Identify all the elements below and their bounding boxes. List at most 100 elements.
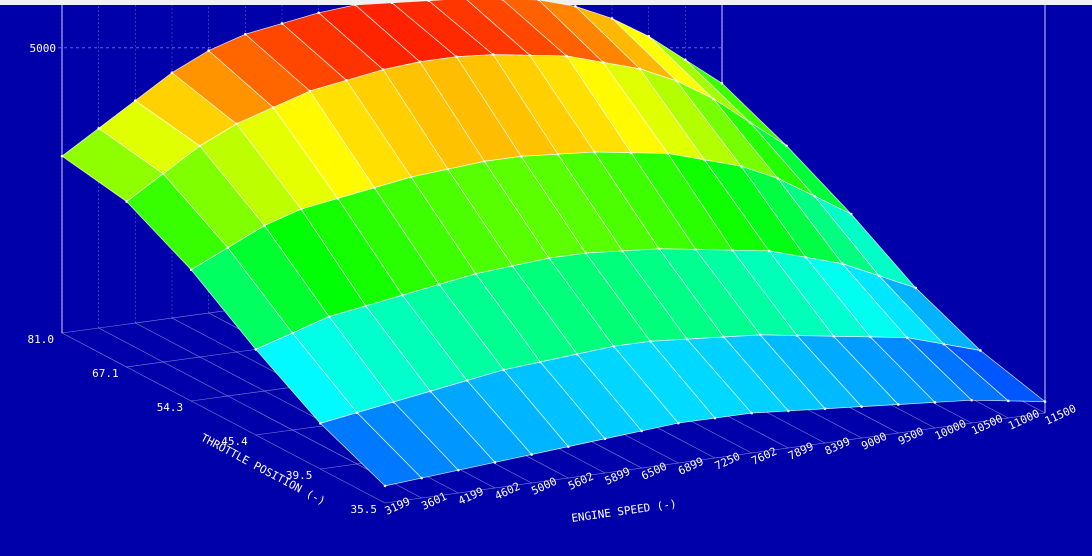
- surface-point: [170, 71, 174, 75]
- surface-point: [373, 186, 376, 190]
- surface-point: [364, 304, 368, 308]
- surface-point: [610, 17, 614, 20]
- y-tick-label: 35.5: [351, 503, 378, 516]
- surface-point: [767, 249, 771, 253]
- surface-point: [584, 251, 588, 255]
- z-tick-label: 5000: [30, 42, 57, 55]
- surface-point: [336, 197, 340, 200]
- surface-point: [1043, 400, 1047, 403]
- surface-point: [317, 11, 320, 15]
- surface-point: [675, 79, 678, 83]
- surface-point: [869, 335, 872, 339]
- surface-point: [354, 3, 357, 7]
- surface-point: [491, 53, 495, 56]
- surface-point: [457, 468, 460, 472]
- surface-point: [684, 58, 687, 62]
- surface-point: [841, 262, 844, 266]
- surface-point: [795, 334, 799, 337]
- surface-point: [483, 160, 486, 163]
- surface-point: [446, 167, 450, 171]
- surface-point: [519, 155, 523, 158]
- surface-point: [254, 348, 258, 351]
- surface-point: [832, 334, 836, 338]
- surface-point: [189, 268, 193, 272]
- y-tick-label: 39.5: [286, 469, 313, 482]
- surface-point: [823, 407, 827, 411]
- surface-point: [207, 49, 210, 52]
- surface-point: [813, 194, 816, 198]
- surface-point: [381, 68, 385, 71]
- surface-point: [711, 97, 715, 101]
- y-tick-label: 81.0: [28, 333, 55, 346]
- surface-point: [933, 401, 937, 404]
- surface-point: [235, 122, 238, 126]
- surface-point: [556, 152, 560, 156]
- surface-point: [804, 256, 808, 259]
- surface-point: [739, 164, 743, 168]
- surface-point: [575, 352, 579, 356]
- surface: [60, 0, 1047, 488]
- surface-point: [244, 32, 247, 36]
- surface-point: [345, 79, 348, 82]
- surface-point: [603, 437, 607, 441]
- surface-point: [785, 144, 788, 148]
- surface-point: [567, 445, 570, 448]
- surface-point: [530, 453, 533, 456]
- surface-point: [612, 344, 616, 348]
- surface-point: [621, 249, 624, 253]
- surface-point: [537, 0, 540, 2]
- surface-point: [722, 335, 726, 339]
- surface-point: [308, 89, 312, 93]
- surface-point: [593, 150, 596, 154]
- surface-point: [629, 151, 633, 155]
- surface-point: [125, 200, 128, 203]
- surface-point: [647, 34, 650, 38]
- surface-point: [97, 127, 100, 130]
- surface-point: [418, 60, 422, 64]
- y-tick-label: 45.4: [221, 435, 248, 448]
- surface-point: [280, 22, 284, 25]
- surface-point: [427, 0, 430, 2]
- surface-point: [1007, 399, 1010, 403]
- surface-point: [860, 405, 863, 408]
- surface-point: [539, 360, 542, 364]
- surface-point: [942, 342, 946, 346]
- surface-point: [390, 1, 394, 5]
- surface-point: [787, 409, 790, 413]
- surface-point: [263, 224, 266, 227]
- surface-point: [420, 476, 423, 480]
- surface-point: [750, 411, 753, 415]
- surface-point: [776, 177, 780, 180]
- surface-point: [134, 99, 137, 102]
- surface-point: [666, 152, 670, 155]
- surface-point: [649, 339, 652, 343]
- surface-point: [565, 54, 568, 58]
- surface-point: [291, 331, 294, 335]
- surface-point: [437, 283, 441, 286]
- surface-point: [409, 175, 413, 179]
- surface-point: [877, 274, 881, 278]
- surface-point: [60, 154, 64, 158]
- floor-grid-line: [61, 332, 386, 504]
- surface-point: [198, 144, 202, 148]
- surface-point: [677, 421, 680, 425]
- floor-grid-line: [384, 412, 1046, 504]
- surface-point: [731, 248, 734, 252]
- surface-point: [474, 272, 478, 276]
- surface-point: [392, 400, 396, 404]
- surface-point: [383, 484, 387, 488]
- surface-point: [759, 333, 762, 337]
- surface-point: [299, 207, 303, 211]
- y-tick-label: 54.3: [157, 401, 184, 414]
- surface-point: [465, 379, 469, 382]
- surface-point: [914, 286, 918, 290]
- surface-point: [748, 120, 752, 124]
- surface-point: [401, 293, 404, 297]
- surface-point: [849, 212, 853, 216]
- surface-point: [685, 337, 689, 341]
- surface-point: [640, 429, 643, 433]
- surface-point: [161, 172, 165, 176]
- surface-point: [694, 248, 698, 251]
- surface-point: [502, 368, 506, 372]
